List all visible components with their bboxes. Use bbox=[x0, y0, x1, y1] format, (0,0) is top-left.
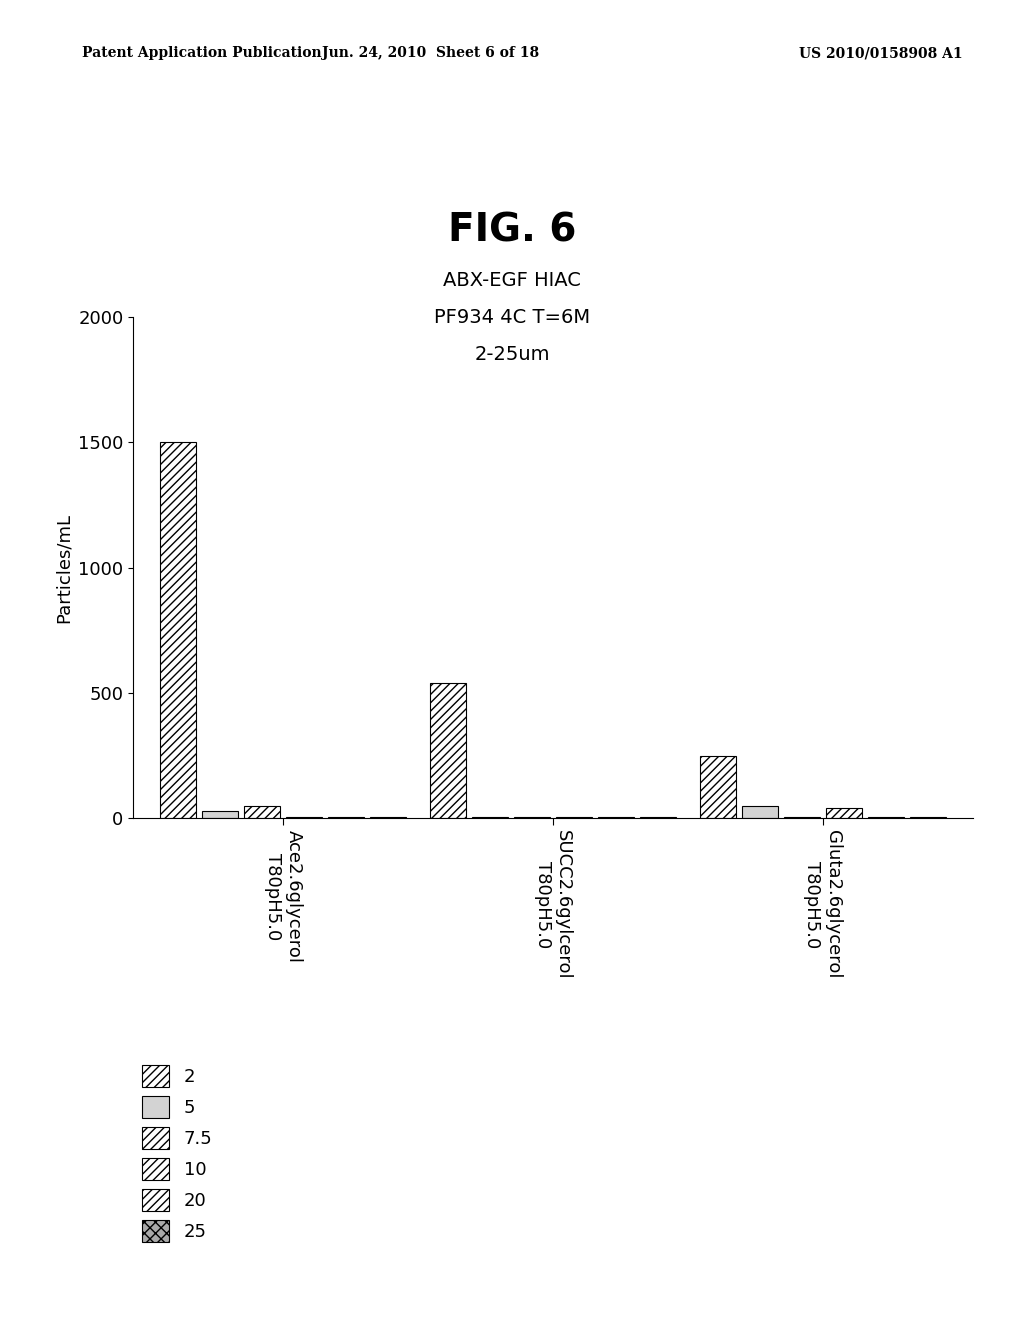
Text: ABX-EGF HIAC: ABX-EGF HIAC bbox=[443, 271, 581, 289]
Bar bbox=[202, 810, 239, 818]
Bar bbox=[742, 805, 778, 818]
Bar bbox=[700, 755, 736, 818]
Bar bbox=[244, 805, 281, 818]
Legend: 2, 5, 7.5, 10, 20, 25: 2, 5, 7.5, 10, 20, 25 bbox=[142, 1065, 212, 1242]
Bar bbox=[160, 442, 197, 818]
Text: PF934 4C T=6M: PF934 4C T=6M bbox=[434, 308, 590, 326]
Text: US 2010/0158908 A1: US 2010/0158908 A1 bbox=[799, 46, 963, 61]
Text: 2-25um: 2-25um bbox=[474, 345, 550, 363]
Bar bbox=[826, 808, 862, 818]
Bar bbox=[430, 682, 466, 818]
Text: Jun. 24, 2010  Sheet 6 of 18: Jun. 24, 2010 Sheet 6 of 18 bbox=[322, 46, 539, 61]
Text: Patent Application Publication: Patent Application Publication bbox=[82, 46, 322, 61]
Y-axis label: Particles/mL: Particles/mL bbox=[54, 512, 73, 623]
Text: FIG. 6: FIG. 6 bbox=[447, 211, 577, 249]
